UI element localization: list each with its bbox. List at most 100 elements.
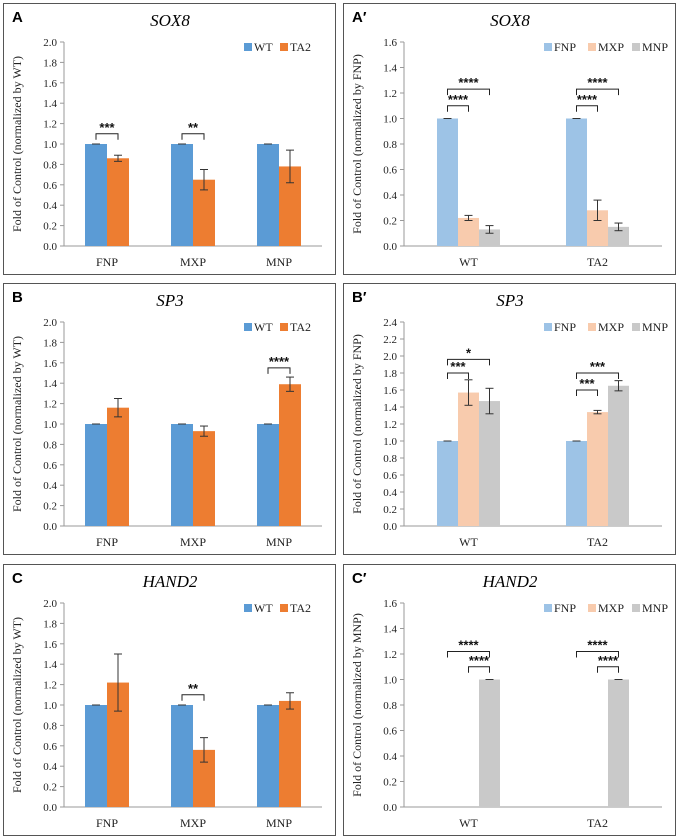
significance-label: *** [579,376,595,391]
bar-ta2 [279,166,301,246]
legend-swatch-mxp [588,604,596,612]
significance-bracket [576,372,619,379]
legend-swatch-mxp [588,323,596,331]
bar-fnp [566,441,587,526]
panel-label: C [12,570,23,587]
legend-swatch-fnp [544,604,552,612]
bar-wt [85,144,107,246]
y-tick-label: 0.0 [43,241,57,253]
y-tick-label: 0.8 [43,439,57,451]
legend-label-wt: WT [254,601,273,615]
legend-label-wt: WT [254,40,273,54]
x-category-label: TA2 [587,816,608,830]
significance-label: **** [598,653,619,668]
legend-swatch-wt [244,323,252,331]
y-tick-label: 0.8 [383,453,397,465]
y-tick-label: 1.6 [43,78,57,90]
bar-fnp [437,118,458,246]
panel-c: C HAND2 Fold of Control (normalized by WT)… [3,564,336,836]
y-tick-label: 0.0 [383,802,397,814]
bar-ta2 [193,431,215,526]
bar-wt [85,705,107,807]
x-category-label: MNP [266,255,292,269]
bar-mnp [479,679,500,807]
significance-bracket [576,105,598,112]
y-tick-label: 0.8 [383,700,397,712]
y-tick-label: 1.6 [43,358,57,370]
y-tick-label: 0.2 [383,777,397,789]
y-tick-label: 0.2 [383,504,397,516]
significance-bracket [468,666,490,673]
y-tick-label: 0.4 [383,190,397,202]
bar-ta2 [107,682,129,807]
legend-label-mxp: MXP [598,601,624,615]
x-category-label: TA2 [587,255,608,269]
y-tick-label: 0.2 [43,221,57,233]
panel-b: B SP3 Fold of Control (normalized by WT) 0.… [3,283,336,555]
significance-bracket [181,133,205,140]
significance-label: ** [188,120,199,135]
chart-title: SP3 [156,291,183,310]
y-tick-label: 1.8 [383,368,397,380]
y-tick-label: 0.6 [43,460,57,472]
significance-label: **** [587,637,608,652]
legend-label-ta2: TA2 [290,601,311,615]
significance-bracket [447,88,490,96]
legend-label-wt: WT [254,320,273,334]
legend-swatch-mnp [632,323,640,331]
significance-label: **** [587,75,608,90]
chart-sp3-fnp: B′ SP3 Fold of Control (normalized by FNP)… [350,289,668,549]
x-category-label: MXP [180,255,206,269]
y-tick-label: 1.4 [383,402,397,414]
y-tick-label: 0.4 [43,480,57,492]
significance-bracket [181,694,205,701]
y-tick-label: 1.0 [43,419,57,431]
bar-wt [85,424,107,526]
bar-mnp [608,226,629,246]
significance-label: * [466,345,472,360]
bar-fnp [437,441,458,526]
significance-label: *** [450,359,466,374]
y-tick-label: 1.4 [383,624,397,636]
bar-ta2 [193,749,215,807]
panel-a-prime: A′ SOX8 Fold of Control (normalized by FNP… [343,3,676,275]
x-category-label: TA2 [587,535,608,549]
chart-sox8-fnp: A′ SOX8 Fold of Control (normalized by FNP… [350,9,668,269]
y-tick-label: 1.6 [383,598,397,610]
significance-bracket [576,389,598,396]
x-category-label: WT [459,255,478,269]
x-category-label: WT [459,535,478,549]
y-tick-label: 1.6 [383,385,397,397]
chart-title: SOX8 [490,11,530,30]
significance-label: **** [458,637,479,652]
bar-wt [257,705,279,807]
y-tick-label: 1.0 [383,114,397,126]
y-tick-label: 0.6 [383,726,397,738]
y-tick-label: 0.4 [383,487,397,499]
y-tick-label: 1.0 [43,700,57,712]
y-tick-label: 1.6 [383,37,397,49]
y-tick-label: 0.6 [383,470,397,482]
y-tick-label: 1.2 [383,419,397,431]
significance-bracket [95,133,119,140]
significance-bracket [447,650,490,658]
y-axis-label: Fold of Control (normalized by MNP) [350,613,364,797]
legend-label-mnp: MNP [642,601,668,615]
significance-bracket [447,358,490,366]
y-tick-label: 0.4 [43,200,57,212]
x-category-label: MXP [180,816,206,830]
y-tick-label: 2.4 [383,317,397,329]
bar-fnp [566,118,587,246]
significance-label: **** [469,653,490,668]
significance-label: **** [458,75,479,90]
legend-label-ta2: TA2 [290,40,311,54]
chart-hand2-wt: C HAND2 Fold of Control (normalized by WT)… [10,570,322,830]
legend-label-mxp: MXP [598,320,624,334]
y-tick-label: 0.8 [43,720,57,732]
y-tick-label: 0.0 [383,241,397,253]
legend-swatch-ta2 [280,323,288,331]
y-tick-label: 0.6 [383,165,397,177]
bar-mnp [479,229,500,246]
legend-label-fnp: FNP [554,320,576,334]
x-category-label: MNP [266,535,292,549]
